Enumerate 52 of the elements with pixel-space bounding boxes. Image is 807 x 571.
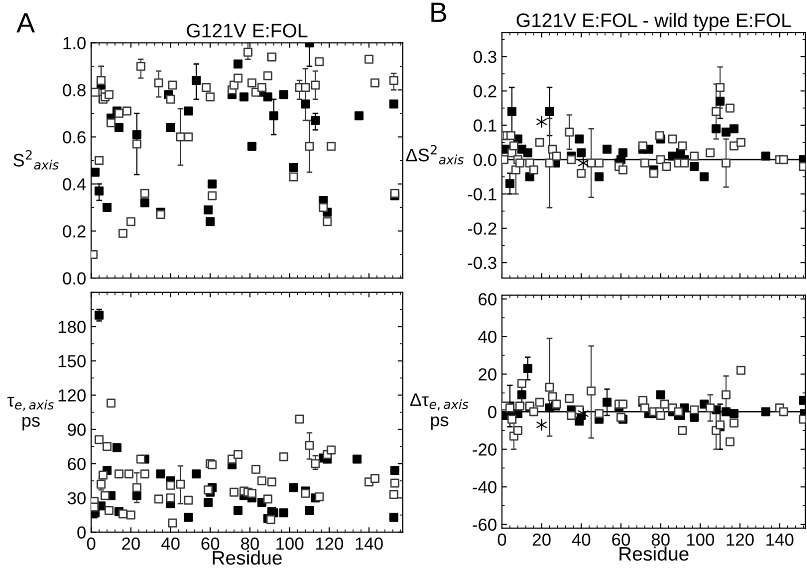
x-tick-label: 20: [532, 533, 551, 546]
x-axis-title: Residue: [212, 550, 282, 565]
x-tick-label: 0: [87, 537, 96, 550]
y-tick-label: 0.0: [62, 272, 86, 285]
x-tick-label: 40: [161, 537, 180, 550]
y-tick-label: -0.1: [468, 188, 496, 200]
y-tick-label: 60: [478, 293, 496, 306]
y-tick-label: 180: [58, 320, 86, 334]
y-tick-label: 0.0: [474, 154, 496, 166]
y-axis-title: τ$_{e,axis}$ ps: [7, 396, 54, 430]
x-tick-label: 140: [356, 537, 383, 550]
x-tick-label: 140: [766, 533, 794, 546]
x-tick-label: 40: [572, 533, 590, 546]
x-tick-label: 80: [652, 533, 670, 546]
x-tick-label: 60: [612, 533, 630, 546]
y-tick-label: 90: [68, 424, 86, 436]
text: A: [16, 13, 35, 32]
y-tick-label: 150: [58, 355, 86, 368]
y-tick-label: 0.4: [62, 178, 86, 190]
text: B: [431, 2, 446, 22]
x-tick-label: 80: [241, 537, 259, 550]
y-tick-label: -0.3: [468, 256, 496, 270]
chart-title: G121V E:FOL - wild type E:FOL: [516, 12, 791, 32]
x-tick-label: 100: [276, 537, 304, 550]
y-tick-label: -0.2: [468, 222, 496, 235]
y-axis-title: Δτ$_{e,axis}$ ps: [410, 393, 468, 430]
x-tick-label: 60: [201, 537, 220, 550]
y-tick-label: 0.3: [474, 50, 496, 64]
y-tick-label: -40: [472, 481, 496, 494]
x-tick-label: 100: [687, 533, 714, 546]
y-axis-title: S$^{2}$$_{axis}$: [13, 150, 59, 170]
y-axis-title: ΔS$^{2}$$_{axis}$: [406, 144, 464, 164]
y-tick-label: -20: [472, 443, 496, 456]
y-tick-label: 0.2: [474, 85, 496, 98]
y-tick-label: 0.6: [62, 131, 86, 144]
y-tick-label: 60: [68, 458, 86, 470]
y-tick-label: 0: [488, 406, 496, 418]
y-tick-label: 0.8: [62, 84, 86, 96]
y-tick-label: 0.2: [62, 225, 86, 238]
y-tick-label: 30: [68, 492, 86, 504]
y-tick-label: 40: [478, 330, 496, 343]
x-tick-label: 0: [498, 533, 506, 546]
x-tick-label: 120: [316, 537, 344, 550]
y-tick-label: 1.0: [64, 36, 86, 50]
y-tick-label: -60: [472, 518, 496, 531]
y-tick-label: 20: [478, 368, 496, 381]
y-tick-label: 0.1: [474, 119, 496, 132]
chart-title: G121V E:FOL: [186, 24, 308, 38]
y-tick-label: 120: [58, 389, 86, 402]
x-tick-label: 120: [726, 533, 754, 546]
x-axis-title: Residue: [620, 546, 688, 561]
x-tick-label: 20: [122, 537, 140, 550]
